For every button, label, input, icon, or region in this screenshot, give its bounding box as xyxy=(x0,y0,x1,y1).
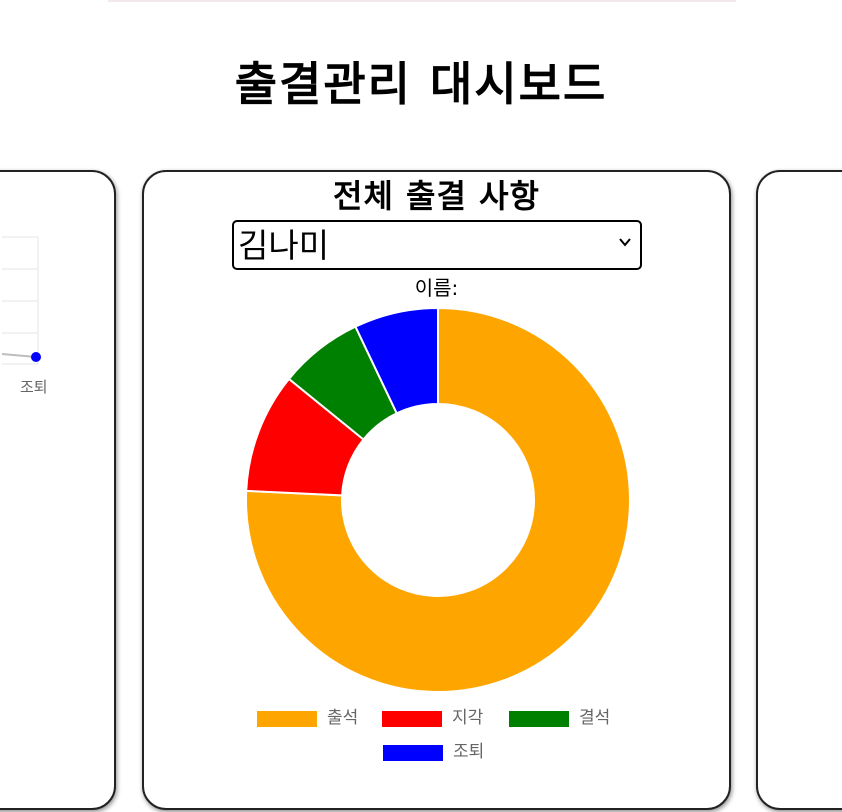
attendance-line-card: 조퇴 xyxy=(0,170,116,810)
chart-grid xyxy=(2,236,39,365)
chevron-down-icon xyxy=(619,238,631,247)
legend-label[interactable]: 지각 xyxy=(452,708,484,728)
legend-label[interactable]: 조퇴 xyxy=(453,742,485,762)
donut-chart xyxy=(245,306,631,693)
line-chart xyxy=(1,236,41,365)
name-label: 이름: xyxy=(414,276,459,300)
legend-swatch[interactable] xyxy=(382,711,442,727)
legend-label[interactable]: 결석 xyxy=(579,708,611,728)
student-select[interactable]: 김나미 xyxy=(232,220,642,270)
data-point xyxy=(31,352,41,362)
right-panel-card xyxy=(756,170,842,810)
card-title: 전체 출결 사항 xyxy=(333,177,540,215)
legend-swatch[interactable] xyxy=(383,745,443,761)
donut-slice-조퇴 xyxy=(354,306,439,415)
donut-slice-출석 xyxy=(245,306,631,693)
page-title: 출결관리 대시보드 xyxy=(234,57,608,111)
series-line xyxy=(1,353,37,358)
top-divider xyxy=(108,0,736,2)
select-value: 김나미 xyxy=(238,226,330,265)
legend-swatch[interactable] xyxy=(257,711,317,727)
legend-label[interactable]: 출석 xyxy=(327,708,359,728)
legend-swatch[interactable] xyxy=(509,711,569,727)
x-tick-label: 조퇴 xyxy=(20,378,48,396)
